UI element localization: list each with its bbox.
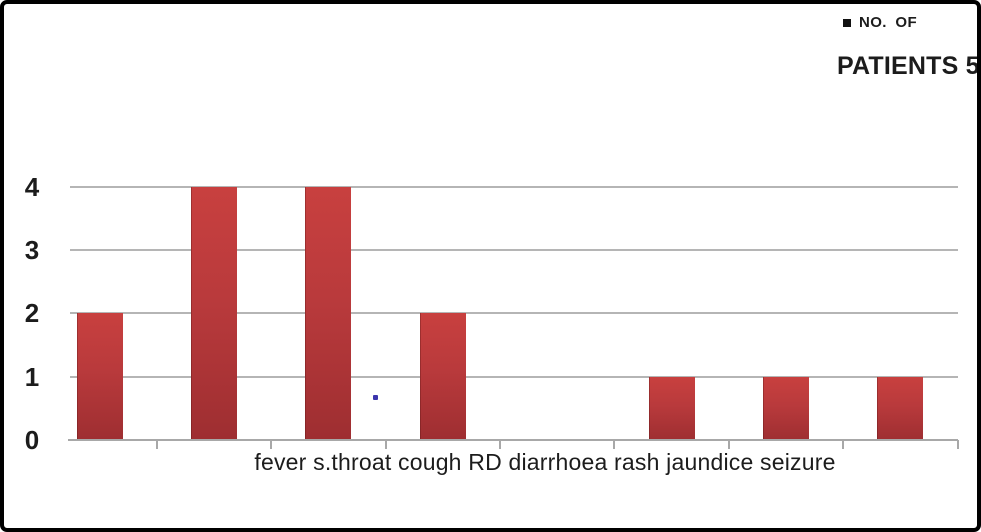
y-axis-tick-label: 3 bbox=[24, 235, 40, 266]
y-axis-tick-label: 2 bbox=[24, 298, 40, 329]
chart-legend: NO. OF bbox=[843, 14, 917, 31]
bar-s.throat bbox=[191, 186, 237, 440]
x-axis-tick bbox=[842, 440, 845, 449]
black-square-icon bbox=[843, 18, 851, 27]
x-axis-tick bbox=[384, 440, 387, 449]
bar-seizure bbox=[877, 376, 924, 440]
legend-label-line1: NO. OF bbox=[859, 14, 918, 31]
bar-jaundice bbox=[763, 376, 809, 440]
gridline-y3 bbox=[70, 249, 958, 252]
y-axis-tick-label: 4 bbox=[24, 171, 40, 202]
x-axis-line bbox=[68, 439, 958, 441]
x-axis-tick bbox=[613, 440, 616, 449]
bar-fever bbox=[76, 313, 123, 440]
x-axis-category-labels: fever s.throat cough RD diarrhoea rash j… bbox=[254, 449, 836, 475]
x-axis-tick bbox=[727, 440, 730, 449]
x-axis-tick bbox=[499, 440, 501, 449]
y-axis-tick-label: 1 bbox=[24, 361, 40, 392]
bar-RD bbox=[419, 313, 466, 440]
stray-ink-dot bbox=[373, 395, 378, 400]
gridline-y4 bbox=[70, 185, 958, 188]
gridline-y2 bbox=[70, 312, 958, 315]
bar-rash bbox=[648, 376, 695, 440]
legend-label-line2: PATIENTS 5 bbox=[837, 52, 980, 80]
x-axis-tick bbox=[956, 440, 959, 449]
gridline-y1 bbox=[70, 375, 958, 378]
bar-cough bbox=[305, 186, 352, 440]
x-axis-tick bbox=[155, 440, 158, 449]
y-axis-tick-label: 0 bbox=[24, 425, 40, 455]
x-axis-tick bbox=[270, 440, 273, 449]
